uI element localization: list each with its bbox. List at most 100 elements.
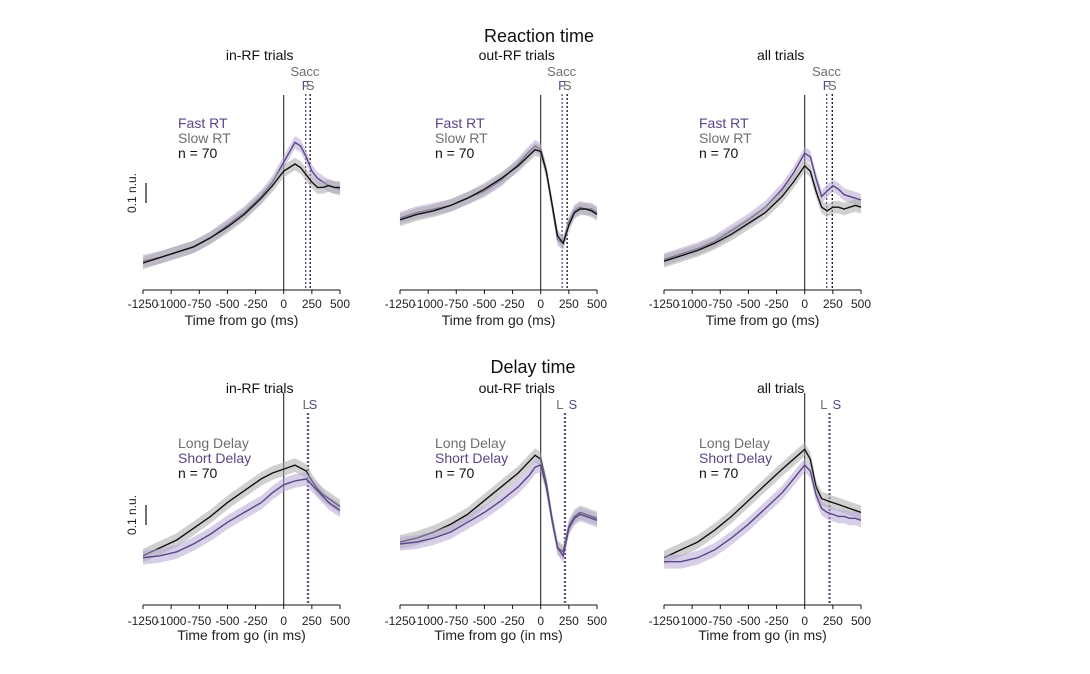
x-tick-label: 250 [302,297,322,311]
legend-entry: Short Delay [699,450,772,466]
x-tick-label: -1000 [413,297,444,311]
scale-bar-label: 0.1 n.u. [125,495,139,535]
x-tick-label: -500 [215,297,239,311]
legend-entry: n = 70 [435,465,475,481]
panel-3: in-RF trials LS -1250-1000 -750 -500 -250 0 250… [128,380,351,643]
x-tick-label: 0 [280,297,287,311]
marker-f: F [823,78,831,93]
marker-s: S [563,78,572,93]
x-tick-label: -250 [501,614,525,628]
series-band [400,458,597,563]
series-line [663,448,862,559]
marker-l: L [556,397,563,412]
panel-5: all trials L S -1250-1000 -750 -500 -250 0 250 50… [649,380,872,643]
scale-bar-label: 0.1 n.u. [125,173,139,213]
panel-title: all trials [757,380,804,396]
x-tick-label: -750 [708,614,732,628]
legend-entry: Slow RT [435,130,488,146]
x-tick-label: -750 [444,297,468,311]
marker-f: F [558,78,566,93]
x-tick-label: -750 [187,614,211,628]
marker-f: F [302,78,310,93]
marker-header: Sacc [290,64,319,79]
x-axis-label: Time from go (in ms) [698,627,827,643]
x-tick-label: -1250 [649,614,680,628]
legend-entry: n = 70 [178,465,218,481]
x-tick-label: -1000 [156,614,187,628]
x-tick-label: -750 [444,614,468,628]
x-tick-label: -500 [736,297,760,311]
chart-panels: 0.1 n.u.0.1 n.u.in-RF trialsSaccFS-1250-… [125,47,871,643]
x-tick-label: 0 [801,297,808,311]
legend-entry: Fast RT [699,115,749,131]
legend-entry: n = 70 [178,145,218,161]
x-tick-label: -500 [472,614,496,628]
x-tick-label: 500 [851,297,871,311]
legend-entry: Short Delay [178,450,251,466]
legend-entry: Long Delay [178,435,249,451]
x-tick-label: 250 [559,614,579,628]
x-tick-label: 0 [801,614,808,628]
legend-entry: n = 70 [435,145,475,161]
series-band [664,146,861,266]
x-tick-label: 0 [537,297,544,311]
marker-s: S [306,78,315,93]
x-tick-label: -500 [215,614,239,628]
legend-entry: Long Delay [435,435,506,451]
series-line [664,464,862,563]
x-tick-label: 500 [587,297,607,311]
marker-s: S [828,78,837,93]
marker-s: S [832,397,841,412]
panel-title: in-RF trials [226,380,294,396]
row-title-delay-time: Delay time [490,357,575,377]
legend-entry: Short Delay [435,450,508,466]
series-line [399,464,598,558]
x-tick-label: -1250 [385,614,416,628]
x-axis-label: Time from go (ms) [442,312,556,328]
x-tick-label: 250 [823,297,843,311]
panel-title: out-RF trials [479,47,555,63]
x-tick-label: 250 [302,614,322,628]
series-line [142,478,341,559]
x-tick-label: -1000 [677,297,708,311]
series-line [663,164,862,262]
panel-title: all trials [757,47,804,63]
legend-entry: Slow RT [178,130,231,146]
series-band [143,157,340,270]
series-band [664,458,861,569]
x-tick-label: 500 [330,614,350,628]
legend-entry: Fast RT [435,115,485,131]
x-tick-label: -250 [765,614,789,628]
series-line [142,163,340,264]
x-tick-label: -250 [501,297,525,311]
x-tick-label: -250 [244,614,268,628]
legend-entry: Long Delay [699,435,770,451]
x-tick-label: -1000 [677,614,708,628]
x-tick-label: -1250 [128,614,159,628]
x-tick-label: 0 [537,614,544,628]
x-tick-label: -500 [736,614,760,628]
marker-header: Sacc [812,64,841,79]
x-axis-label: Time from go (ms) [706,312,820,328]
x-axis-label: Time from go (in ms) [434,627,563,643]
x-tick-label: 250 [559,297,579,311]
x-tick-label: -500 [472,297,496,311]
x-tick-label: -1250 [649,297,680,311]
series-band [664,159,861,268]
x-tick-label: 500 [587,614,607,628]
x-tick-label: 250 [823,614,843,628]
panel-title: out-RF trials [479,380,555,396]
x-tick-label: -1000 [413,614,444,628]
x-tick-label: -250 [765,297,789,311]
marker-l: L [303,397,310,412]
panel-title: in-RF trials [226,47,294,63]
x-tick-label: -1000 [156,297,187,311]
marker-s: S [309,397,318,412]
x-tick-label: 0 [280,614,287,628]
legend-entry: Fast RT [178,115,228,131]
